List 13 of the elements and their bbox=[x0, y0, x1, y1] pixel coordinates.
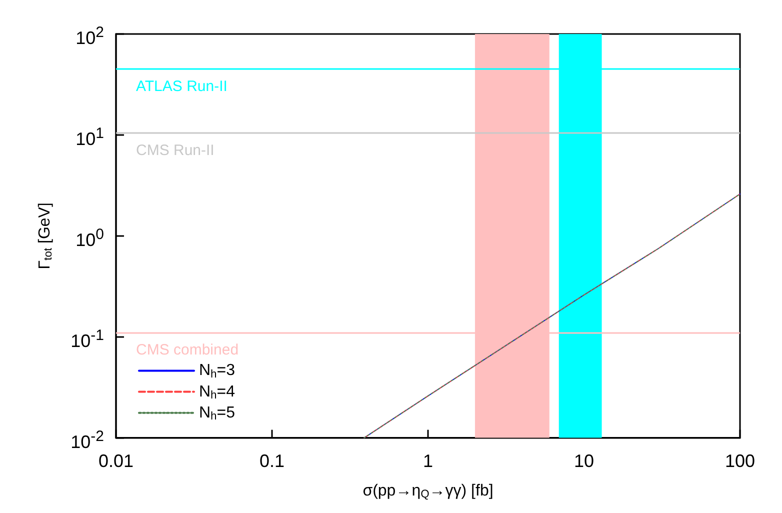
y-tick-label: 10$^{2}$ bbox=[76, 23, 104, 49]
y-tick-label: 10$^{-2}$ bbox=[70, 426, 104, 453]
ref-line-label: CMS combined bbox=[136, 342, 239, 359]
ref-line-label: ATLAS Run-II bbox=[136, 78, 228, 96]
y-tick-label: 10$^{1}$ bbox=[76, 124, 104, 150]
x-tick-label: 10 bbox=[574, 450, 594, 471]
y-axis-title: Γtot [GeV] bbox=[36, 202, 54, 270]
x-tick-label: 0.01 bbox=[98, 450, 134, 471]
x-tick-label: 100 bbox=[724, 450, 756, 471]
y-tick-label: 10$^{-1}$ bbox=[70, 326, 104, 352]
y-tick-label: 10$^{0}$ bbox=[76, 224, 104, 251]
x-tick-label: 1 bbox=[422, 450, 434, 471]
x-tick-label: 0.1 bbox=[259, 450, 285, 471]
